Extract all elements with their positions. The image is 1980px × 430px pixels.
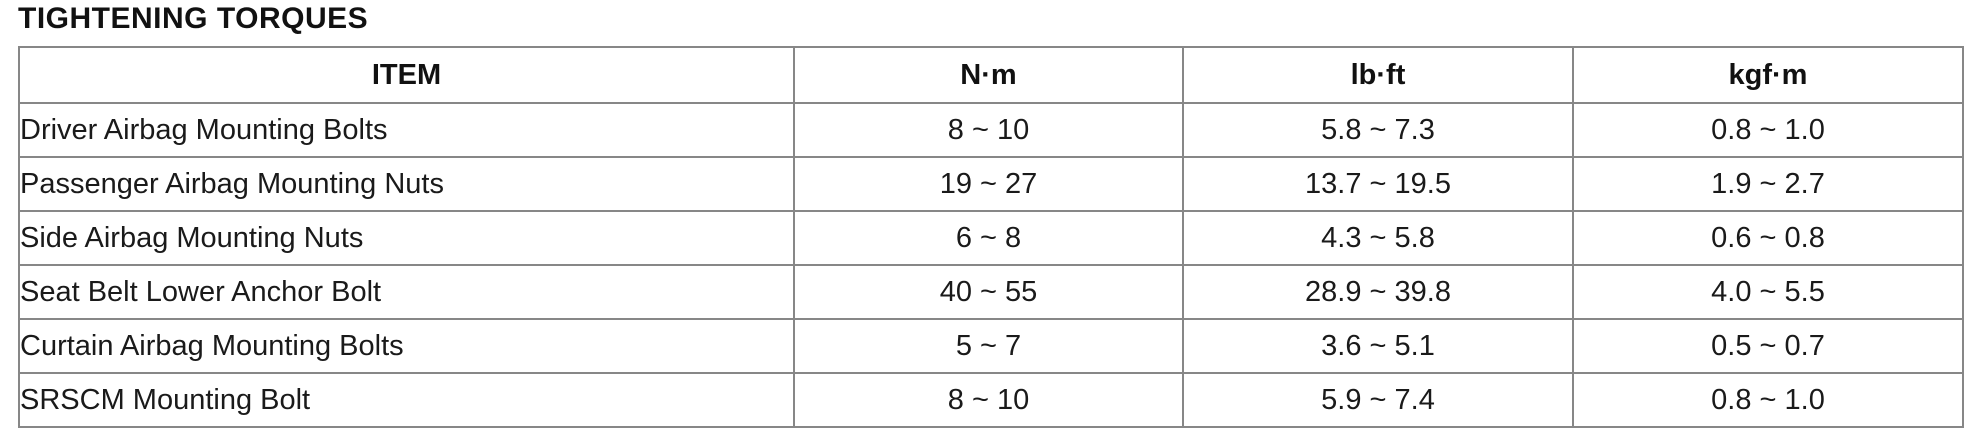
item-cell: Curtain Airbag Mounting Bolts bbox=[18, 318, 795, 374]
item-cell: Side Airbag Mounting Nuts bbox=[18, 210, 795, 266]
section-title: TIGHTENING TORQUES bbox=[18, 2, 369, 35]
nm-cell: 40 ~ 55 bbox=[793, 264, 1184, 320]
kgfm-cell: 0.5 ~ 0.7 bbox=[1572, 318, 1964, 374]
kgfm-cell: 0.6 ~ 0.8 bbox=[1572, 210, 1964, 266]
kgfm-cell: 0.8 ~ 1.0 bbox=[1572, 102, 1964, 158]
kgfm-cell: 4.0 ~ 5.5 bbox=[1572, 264, 1964, 320]
table-row: SRSCM Mounting Bolt 8 ~ 10 5.9 ~ 7.4 0.8… bbox=[18, 372, 1964, 428]
lbft-cell: 4.3 ~ 5.8 bbox=[1182, 210, 1574, 266]
nm-cell: 5 ~ 7 bbox=[793, 318, 1184, 374]
nm-cell: 6 ~ 8 bbox=[793, 210, 1184, 266]
nm-cell: 8 ~ 10 bbox=[793, 102, 1184, 158]
table-row: Passenger Airbag Mounting Nuts 19 ~ 27 1… bbox=[18, 156, 1964, 212]
table-row: Driver Airbag Mounting Bolts 8 ~ 10 5.8 … bbox=[18, 102, 1964, 158]
lbft-cell: 13.7 ~ 19.5 bbox=[1182, 156, 1574, 212]
column-header-nm: N·m bbox=[793, 46, 1184, 104]
kgfm-cell: 1.9 ~ 2.7 bbox=[1572, 156, 1964, 212]
column-header-lbft: lb·ft bbox=[1182, 46, 1574, 104]
nm-cell: 19 ~ 27 bbox=[793, 156, 1184, 212]
lbft-cell: 5.8 ~ 7.3 bbox=[1182, 102, 1574, 158]
nm-cell: 8 ~ 10 bbox=[793, 372, 1184, 428]
item-cell: Seat Belt Lower Anchor Bolt bbox=[18, 264, 795, 320]
lbft-cell: 5.9 ~ 7.4 bbox=[1182, 372, 1574, 428]
table-row: Seat Belt Lower Anchor Bolt 40 ~ 55 28.9… bbox=[18, 264, 1964, 320]
lbft-cell: 3.6 ~ 5.1 bbox=[1182, 318, 1574, 374]
item-cell: Driver Airbag Mounting Bolts bbox=[18, 102, 795, 158]
kgfm-cell: 0.8 ~ 1.0 bbox=[1572, 372, 1964, 428]
lbft-cell: 28.9 ~ 39.8 bbox=[1182, 264, 1574, 320]
column-header-item: ITEM bbox=[18, 46, 795, 104]
tightening-torques-table: ITEM N·m lb·ft kgf·m Driver Airbag Mount… bbox=[18, 46, 1964, 428]
column-header-kgfm: kgf·m bbox=[1572, 46, 1964, 104]
table-header-row: ITEM N·m lb·ft kgf·m bbox=[18, 46, 1964, 104]
item-cell: Passenger Airbag Mounting Nuts bbox=[18, 156, 795, 212]
table-row: Curtain Airbag Mounting Bolts 5 ~ 7 3.6 … bbox=[18, 318, 1964, 374]
table-row: Side Airbag Mounting Nuts 6 ~ 8 4.3 ~ 5.… bbox=[18, 210, 1964, 266]
item-cell: SRSCM Mounting Bolt bbox=[18, 372, 795, 428]
